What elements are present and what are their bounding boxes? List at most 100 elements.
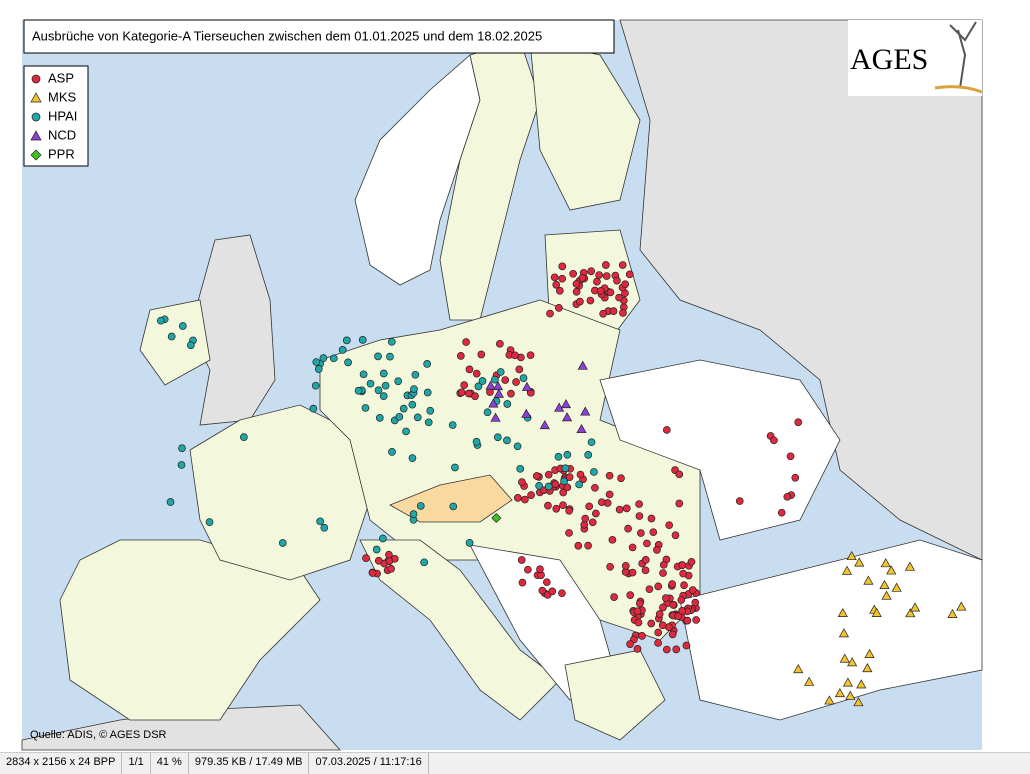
outbreak-marker [521, 495, 529, 504]
outbreak-marker [658, 621, 667, 630]
outbreak-marker [791, 473, 800, 482]
outbreak-marker [569, 269, 577, 278]
countries [21, 19, 983, 751]
logo: AGES [850, 43, 928, 76]
outbreak-marker [354, 386, 363, 395]
outbreak-marker [512, 378, 520, 386]
outbreak-marker [551, 480, 560, 489]
outbreak-marker [659, 560, 668, 569]
outbreak-marker [394, 377, 403, 386]
outbreak-marker [316, 517, 325, 526]
outbreak-marker [682, 641, 691, 650]
outbreak-marker [576, 470, 585, 479]
outbreak-marker [783, 492, 792, 501]
outbreak-marker [615, 505, 624, 514]
outbreak-marker [586, 296, 595, 305]
outbreak-marker [410, 385, 418, 393]
outbreak-marker [186, 341, 195, 350]
source: Quelle: ADIS, © AGES DSR [30, 729, 167, 741]
outbreak-marker [320, 523, 329, 532]
outbreak-marker [344, 358, 352, 367]
outbreak-marker [485, 380, 496, 390]
outbreak-marker [548, 587, 557, 596]
outbreak-marker [361, 404, 370, 412]
outbreak-marker [477, 350, 486, 359]
outbreak-marker [408, 400, 417, 409]
outbreak-marker [413, 413, 422, 422]
status-item: 41 % [151, 753, 189, 774]
outbreak-marker [493, 388, 504, 398]
outbreak-marker [424, 418, 433, 427]
map: Ausbrüche von Kategorie-A Tierseuchen zw… [21, 19, 983, 751]
outbreak-marker [521, 408, 532, 418]
outbreak-marker [486, 388, 494, 396]
outbreak-marker [854, 557, 865, 567]
outbreak-marker [635, 500, 643, 508]
outbreak-marker [654, 639, 662, 647]
legend-label: NCD [48, 127, 76, 142]
outbreak-marker [518, 478, 526, 486]
outbreak-marker [526, 351, 535, 360]
outbreak-marker [837, 607, 848, 618]
africa [21, 704, 341, 751]
outbreak-marker [342, 336, 351, 345]
outbreak-marker [677, 596, 686, 604]
outbreak-marker [641, 566, 650, 575]
outbreak-marker [523, 565, 532, 574]
outbreak-marker [645, 585, 654, 594]
outbreak-marker [626, 591, 635, 599]
outbreak-marker [617, 474, 625, 483]
outbreak-marker [555, 286, 564, 295]
outbreak-marker [374, 352, 382, 361]
outbreak-marker [544, 501, 552, 510]
outbreak-marker [633, 644, 642, 653]
outbreak-marker [560, 399, 572, 409]
outbreak-marker [602, 272, 611, 280]
outbreak-marker [643, 539, 651, 548]
outbreak-marker [605, 490, 614, 499]
outbreak-marker [472, 437, 481, 446]
outbreak-marker [845, 690, 856, 700]
outbreak-marker [572, 280, 581, 288]
outbreak-marker [596, 287, 605, 295]
outbreak-marker [871, 607, 882, 617]
outbreak-marker [409, 510, 418, 518]
outbreak-marker [381, 381, 390, 390]
outbreak-marker [565, 506, 573, 515]
outbreak-marker [416, 502, 425, 510]
outbreak-marker [575, 480, 584, 489]
outbreak-marker [956, 601, 967, 611]
outbreak-marker [490, 412, 501, 422]
outbreak-marker [786, 452, 795, 461]
outbreak-marker [624, 524, 632, 533]
outbreak-marker [513, 494, 522, 502]
outbreak-marker [578, 274, 587, 282]
legend-symbol [30, 130, 42, 141]
outbreak-marker [735, 497, 744, 505]
outbreak-marker [613, 276, 621, 285]
outbreak-marker [605, 471, 614, 480]
outbreak-marker [842, 677, 853, 687]
outbreak-marker [863, 575, 874, 585]
outbreak-marker [507, 389, 515, 398]
outbreak-marker [388, 448, 396, 456]
outbreak-marker [554, 452, 563, 461]
outbreak-marker [856, 679, 867, 689]
outbreak-marker [544, 482, 553, 491]
outbreak-marker [587, 438, 596, 447]
outbreak-marker [824, 695, 835, 705]
outbreak-marker [635, 599, 644, 608]
ukraine [599, 359, 841, 541]
outbreak-marker [178, 444, 186, 453]
finland [529, 39, 641, 211]
outbreak-marker [488, 398, 499, 408]
outbreak-marker [387, 337, 396, 346]
outbreak-marker [628, 543, 637, 552]
outbreak-marker [641, 556, 650, 564]
outbreak-marker [311, 381, 320, 390]
outbreak-marker [379, 392, 388, 400]
outbreak-marker [558, 274, 567, 283]
outbreak-marker [483, 408, 492, 417]
outbreak-marker [606, 562, 614, 571]
outbreak-marker [678, 561, 687, 569]
